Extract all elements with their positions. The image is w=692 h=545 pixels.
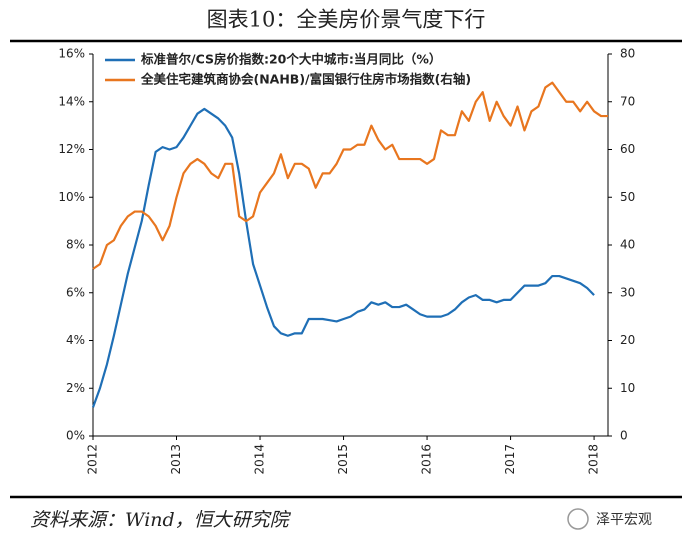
y2-tick-label: 50 [620,190,635,204]
series-line [91,107,595,408]
y2-tick-label: 70 [620,94,635,108]
x-tick-label: 2015 [336,444,350,475]
x-tick-label: 2012 [86,444,100,475]
y2-tick-label: 10 [620,381,635,395]
y-tick-label: 12% [58,142,85,156]
chart-title: 图表10：全美房价景气度下行 [207,8,486,32]
watermark: 泽平宏观 [596,512,652,528]
legend-label: 标准普尔/CS房价指数:20个大中城市:当月同比（%） [140,52,441,67]
y-tick-label: 6% [66,285,85,299]
x-tick-label: 2014 [253,444,267,475]
y-tick-label: 2% [66,381,85,395]
series-line [92,81,608,270]
y-tick-label: 16% [58,47,85,61]
y-tick-label: 0% [66,429,85,443]
y2-tick-label: 80 [620,47,635,61]
y2-tick-label: 0 [620,429,628,443]
x-tick-label: 2016 [420,444,434,475]
y-tick-label: 10% [58,190,85,204]
y-tick-label: 8% [66,238,85,252]
source-note: 资料来源：Wind，恒大研究院 [30,509,292,531]
y-tick-label: 4% [66,333,85,347]
x-tick-label: 2017 [503,444,517,475]
y-tick-label: 14% [58,94,85,108]
watermark-icon [567,508,589,530]
x-tick-label: 2013 [169,444,183,475]
y2-tick-label: 30 [620,285,635,299]
legend-label: 全美住宅建筑商协会(NAHB)/富国银行住房市场指数(右轴) [140,72,471,87]
y2-tick-label: 40 [620,238,635,252]
x-tick-label: 2018 [587,444,601,475]
y2-tick-label: 20 [620,333,635,347]
y2-tick-label: 60 [620,142,635,156]
